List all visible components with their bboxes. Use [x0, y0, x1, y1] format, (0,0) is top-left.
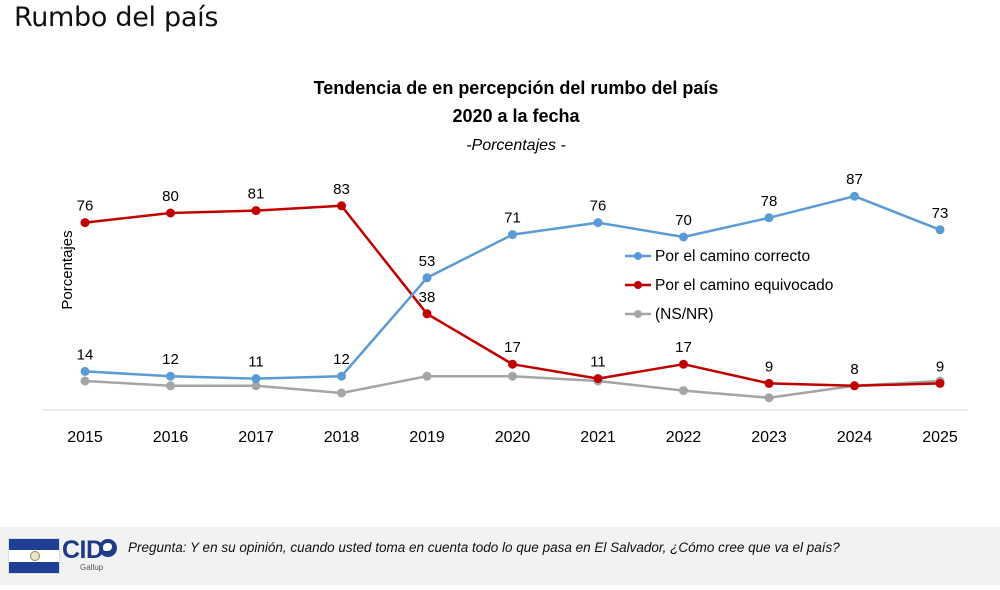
x-tick-label: 2017	[238, 429, 274, 446]
data-point	[764, 393, 774, 403]
data-label: 53	[419, 253, 436, 270]
data-label: 11	[590, 354, 606, 371]
x-tick-label: 2020	[495, 429, 531, 446]
data-label: 17	[675, 339, 692, 356]
x-tick-label: 2016	[153, 429, 189, 446]
data-point	[251, 374, 261, 384]
data-point	[80, 366, 90, 376]
data-point	[251, 206, 261, 216]
data-point	[764, 378, 774, 388]
data-point	[508, 359, 517, 369]
data-label: 8	[850, 361, 858, 378]
data-point	[422, 371, 432, 381]
data-label: 14	[77, 346, 94, 363]
data-point	[508, 371, 517, 381]
el-salvador-flag-icon	[8, 538, 60, 574]
legend: Por el camino correcto Por el camino equi…	[625, 248, 833, 323]
data-label: 76	[590, 198, 607, 215]
data-label: 83	[333, 181, 350, 198]
data-point	[764, 213, 774, 223]
chart-title: Tendencia de en percepción del rumbo del…	[314, 78, 719, 98]
data-label: 87	[846, 171, 863, 188]
x-tick-label: 2021	[580, 429, 616, 446]
data-label: 38	[419, 289, 436, 306]
data-point	[337, 201, 346, 211]
data-point	[935, 378, 945, 388]
data-point	[166, 208, 175, 218]
data-label: 80	[162, 188, 179, 205]
data-label: 11	[248, 354, 264, 371]
cid-logo-sub: Gallup	[80, 563, 104, 572]
chart-subtitle: -Porcentajes -	[466, 137, 566, 154]
x-tick-label: 2019	[409, 429, 445, 446]
legend-marker	[634, 252, 642, 260]
data-point	[850, 381, 859, 391]
footer-bar: CID Gallup Pregunta: Y en su opinión, cu…	[0, 527, 1000, 585]
page-heading: Rumbo del país	[14, 2, 219, 33]
x-tick-label: 2018	[324, 429, 360, 446]
x-tick-labels: 2015 2016 2017 2018 2019 2020 2021 2022 2023 2024…	[67, 429, 958, 446]
legend-marker	[634, 281, 642, 289]
data-label: 76	[77, 198, 94, 215]
data-label: 70	[675, 212, 692, 229]
data-point	[422, 273, 432, 283]
data-label: 9	[765, 358, 773, 375]
legend-label: (NS/NR)	[655, 306, 714, 323]
data-point	[679, 386, 688, 396]
x-tick-label: 2025	[922, 429, 958, 446]
data-point	[508, 230, 517, 240]
data-point	[850, 191, 859, 201]
legend-item: (NS/NR)	[625, 306, 714, 323]
legend-label: Por el camino correcto	[655, 248, 810, 265]
data-point	[80, 376, 90, 386]
x-tick-label: 2024	[837, 429, 873, 446]
data-point	[251, 381, 261, 391]
x-tick-label: 2023	[751, 429, 787, 446]
y-axis-label: Porcentajes	[59, 230, 76, 309]
data-point	[337, 388, 346, 398]
legend-item: Por el camino correcto	[625, 248, 810, 265]
globe-icon	[99, 539, 117, 557]
data-point	[935, 225, 945, 235]
x-tick-label: 2022	[666, 429, 702, 446]
data-label: 78	[761, 193, 778, 210]
series-por-el-camino-correcto: 14 12 11 12 53 71 76 70 78 87 73	[77, 171, 949, 384]
data-point	[166, 371, 175, 381]
data-label: 71	[504, 210, 521, 227]
data-label: 9	[936, 358, 944, 375]
data-point	[679, 359, 688, 369]
data-label: 12	[333, 351, 350, 368]
data-point	[337, 371, 346, 381]
legend-marker	[634, 310, 642, 318]
data-point	[593, 218, 603, 228]
data-label: 73	[932, 205, 949, 222]
x-tick-label: 2015	[67, 429, 103, 446]
line-chart: Tendencia de en percepción del rumbo del…	[42, 78, 968, 446]
legend-item: Por el camino equivocado	[625, 277, 833, 294]
survey-question: Pregunta: Y en su opinión, cuando usted …	[128, 540, 840, 555]
legend-label: Por el camino equivocado	[655, 277, 833, 294]
data-label: 12	[162, 351, 179, 368]
data-label: 81	[248, 186, 265, 203]
data-point	[80, 218, 90, 228]
data-label: 17	[504, 339, 521, 356]
series-por-el-camino-equivocado: 76 80 81 83 38 17 11 17 9 8 9	[77, 181, 945, 391]
data-point	[166, 381, 175, 391]
data-point	[593, 374, 603, 384]
data-point	[422, 309, 432, 319]
chart-title-line2: 2020 a la fecha	[452, 106, 580, 126]
cid-logo: CID	[62, 536, 104, 564]
data-point	[679, 232, 688, 242]
